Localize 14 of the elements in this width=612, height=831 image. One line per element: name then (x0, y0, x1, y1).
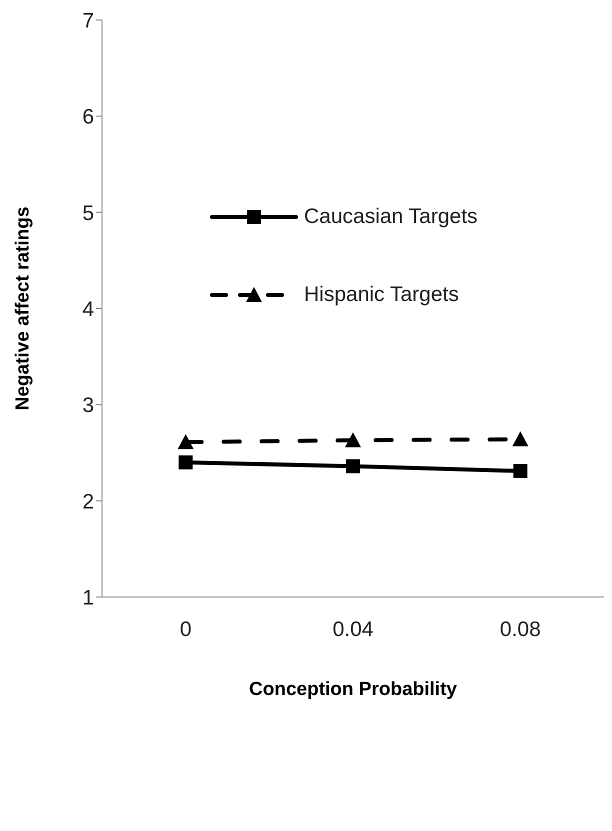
y-tick-label: 6 (82, 106, 94, 129)
legend-label: Hispanic Targets (304, 283, 459, 307)
y-tick-label: 1 (82, 586, 94, 610)
y-axis-title: Negative affect ratings (12, 206, 34, 410)
legend-label: Caucasian Targets (304, 205, 478, 229)
x-axis-title: Conception Probability (249, 679, 458, 700)
x-tick-label: 0.04 (332, 618, 374, 641)
y-tick-label: 4 (82, 298, 94, 321)
y-tick-label: 2 (82, 490, 94, 514)
x-tick-label: 0 (180, 618, 192, 641)
y-tick-label: 5 (82, 202, 94, 225)
y-tick-label: 3 (82, 394, 94, 418)
x-tick-label: 0.08 (500, 618, 541, 641)
y-tick-label: 7 (82, 9, 94, 32)
